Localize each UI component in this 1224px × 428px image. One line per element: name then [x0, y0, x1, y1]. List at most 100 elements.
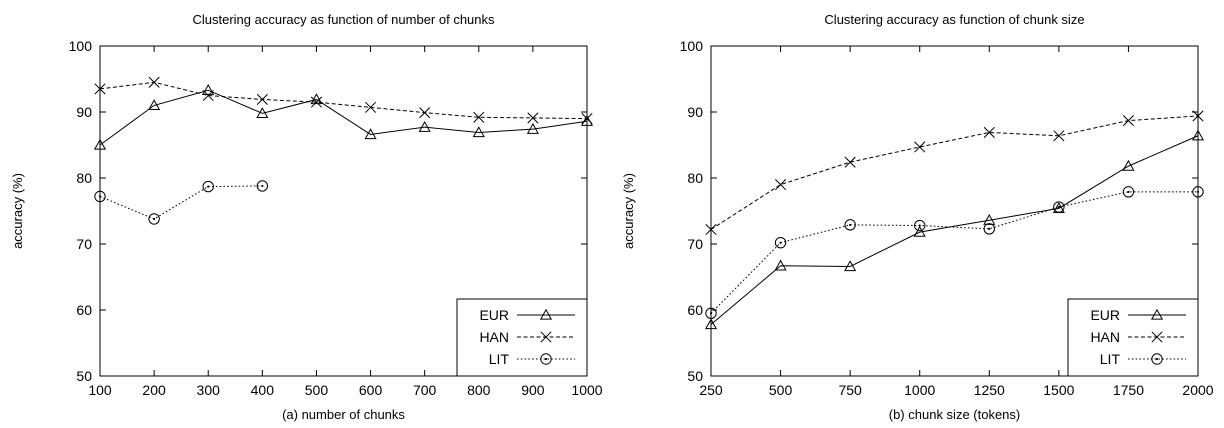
x-tick-label: 1000 [571, 382, 602, 398]
legend-marker [539, 308, 553, 320]
data-point [473, 111, 485, 123]
y-tick-label: 70 [76, 236, 92, 252]
y-tick-label: 100 [680, 38, 704, 54]
data-point [256, 107, 269, 118]
series-line [99, 89, 588, 146]
marker-dot [1155, 357, 1159, 361]
data-point [1122, 186, 1135, 198]
data-point [913, 225, 926, 237]
data-point [418, 120, 431, 132]
data-point [983, 214, 996, 225]
marker-ring [1192, 186, 1204, 198]
series-line [99, 185, 263, 220]
marker-ring [148, 213, 160, 225]
marker-ring [256, 180, 269, 192]
marker-dot [261, 184, 264, 188]
legend-label: EUR [479, 307, 509, 323]
data-point [914, 141, 926, 153]
legend-label: LIT [1100, 351, 1121, 367]
data-point [365, 101, 377, 113]
series-line [710, 135, 1199, 325]
data-point [94, 83, 106, 95]
marker-ring [844, 219, 856, 231]
data-point [983, 126, 995, 139]
data-point [1053, 201, 1065, 213]
legend-item: LIT [489, 351, 575, 367]
marker-ring [774, 236, 787, 249]
chart-number-of-chunks: Clustering accuracy as function of numbe… [10, 12, 603, 422]
legend-label: HAN [479, 329, 509, 345]
data-point [527, 112, 539, 124]
marker-ring [705, 307, 717, 319]
x-tick-label: 400 [251, 382, 275, 398]
data-point [94, 190, 106, 203]
data-point [1192, 186, 1204, 198]
x-tick-label: 100 [88, 382, 112, 398]
data-point [1053, 130, 1065, 142]
data-point [704, 318, 718, 330]
x-tick-label: 1000 [904, 382, 935, 398]
marker-ring [914, 219, 926, 232]
legend-label: LIT [489, 351, 510, 367]
legend-item: EUR [479, 307, 575, 323]
marker-ring [1151, 353, 1163, 365]
series-lit [94, 180, 269, 225]
data-point [983, 223, 995, 235]
data-point [774, 236, 787, 249]
data-point [775, 179, 787, 191]
x-tick-label: 250 [699, 382, 723, 398]
x-tick-label: 1250 [974, 382, 1005, 398]
data-point [914, 219, 926, 232]
data-point [93, 138, 107, 150]
marker-ring [94, 190, 106, 203]
series-han [705, 110, 1204, 236]
chart-title: Clustering accuracy as function of numbe… [192, 12, 495, 27]
marker-dot [1196, 190, 1200, 193]
data-point [148, 99, 161, 111]
marker-dot [98, 195, 102, 198]
marker-dot [988, 227, 991, 230]
marker-dot [849, 223, 852, 226]
chart-chunk-size: Clustering accuracy as function of chunk… [621, 12, 1214, 422]
marker-ring [983, 223, 995, 235]
data-point [844, 260, 857, 272]
data-point [148, 76, 160, 88]
legend-marker [1151, 353, 1163, 365]
x-axis-label: (a) number of chunks [282, 407, 405, 422]
legend-marker [1151, 331, 1163, 343]
y-tick-label: 50 [76, 368, 92, 384]
x-tick-label: 750 [838, 382, 862, 398]
series-han [94, 76, 593, 125]
x-tick-label: 500 [769, 382, 793, 398]
y-tick-label: 60 [687, 302, 703, 318]
data-point [1122, 159, 1135, 171]
marker-dot [153, 217, 156, 221]
legend-marker [540, 331, 552, 343]
x-tick-label: 600 [359, 382, 383, 398]
legend-label: EUR [1090, 307, 1120, 323]
data-point [1122, 115, 1134, 127]
marker-dot [1127, 190, 1130, 193]
data-point [256, 180, 269, 192]
marker-ring [540, 353, 552, 365]
data-point [844, 156, 856, 168]
data-point [1191, 129, 1205, 141]
data-point [1192, 110, 1204, 122]
y-tick-label: 80 [76, 170, 92, 186]
legend-item: EUR [1090, 307, 1186, 323]
x-tick-label: 500 [305, 382, 329, 398]
data-point [581, 113, 593, 125]
marker-dot [709, 312, 713, 315]
data-point [202, 89, 214, 102]
y-tick-label: 60 [76, 302, 92, 318]
data-point [705, 223, 717, 236]
data-point [705, 307, 717, 319]
y-tick-label: 90 [687, 104, 703, 120]
series-line [710, 115, 1199, 230]
x-tick-label: 1500 [1043, 382, 1074, 398]
data-point [202, 83, 215, 95]
x-tick-label: 2000 [1182, 382, 1213, 398]
legend-marker [1150, 308, 1164, 320]
legend-item: HAN [1090, 329, 1186, 345]
